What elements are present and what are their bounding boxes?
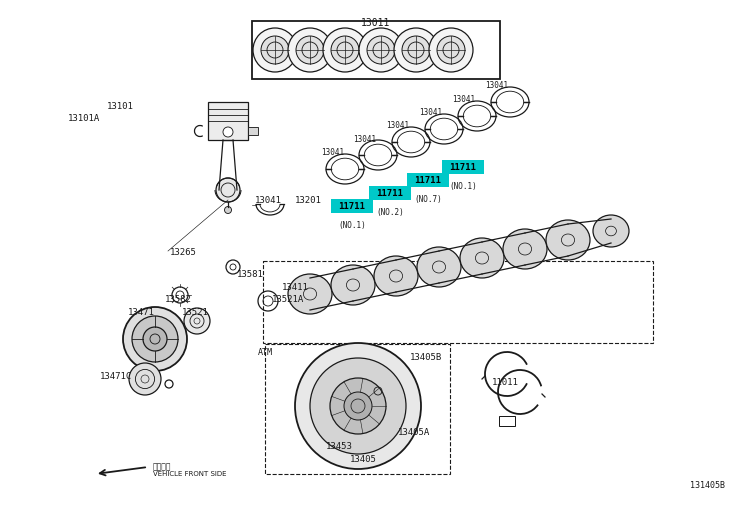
Text: 13101A: 13101A <box>68 114 100 123</box>
Circle shape <box>429 29 473 73</box>
Text: 13011: 13011 <box>362 18 391 28</box>
Text: 13582: 13582 <box>165 294 192 303</box>
Text: 13201: 13201 <box>295 195 322 205</box>
Ellipse shape <box>374 257 418 296</box>
Ellipse shape <box>417 247 461 288</box>
Bar <box>263 262 653 344</box>
Text: 13521: 13521 <box>182 307 209 317</box>
Text: 13405B: 13405B <box>410 352 442 361</box>
Ellipse shape <box>546 220 590 261</box>
Ellipse shape <box>503 230 547 269</box>
Circle shape <box>402 37 430 65</box>
Text: 13041: 13041 <box>353 135 376 144</box>
Text: 13041: 13041 <box>452 95 476 104</box>
Circle shape <box>295 344 421 469</box>
Text: 車辆前方: 車辆前方 <box>153 461 172 470</box>
Text: 13101: 13101 <box>107 102 134 111</box>
Circle shape <box>223 128 233 138</box>
Circle shape <box>261 37 289 65</box>
Circle shape <box>123 307 187 371</box>
Circle shape <box>359 29 403 73</box>
Circle shape <box>184 308 210 334</box>
Text: 13041: 13041 <box>255 195 282 205</box>
Ellipse shape <box>460 239 504 278</box>
Text: 131405B: 131405B <box>690 480 725 489</box>
Bar <box>331 200 373 214</box>
Text: 11711: 11711 <box>338 202 365 211</box>
Text: 13405A: 13405A <box>398 427 430 436</box>
Text: 13041: 13041 <box>419 108 442 117</box>
Text: 13041: 13041 <box>322 148 344 157</box>
Circle shape <box>331 37 359 65</box>
Text: (NO.1): (NO.1) <box>449 182 477 191</box>
Circle shape <box>437 37 465 65</box>
Text: (NO.2): (NO.2) <box>376 208 404 216</box>
Circle shape <box>344 392 372 420</box>
Circle shape <box>216 179 240 203</box>
Circle shape <box>132 317 178 362</box>
Circle shape <box>330 378 386 434</box>
Circle shape <box>367 37 395 65</box>
Text: ATM: ATM <box>258 347 273 356</box>
Ellipse shape <box>331 266 375 305</box>
Text: 13265: 13265 <box>170 247 196 257</box>
Text: 11711: 11711 <box>449 163 476 172</box>
Text: 13521A: 13521A <box>272 294 304 303</box>
Text: 13471C: 13471C <box>100 371 132 380</box>
Text: 13471: 13471 <box>128 307 154 317</box>
Bar <box>248 128 258 136</box>
Circle shape <box>288 29 332 73</box>
Circle shape <box>224 207 232 214</box>
Ellipse shape <box>593 216 629 247</box>
Text: VEHICLE FRONT SIDE: VEHICLE FRONT SIDE <box>153 470 226 476</box>
Circle shape <box>253 29 297 73</box>
Ellipse shape <box>288 274 332 315</box>
Text: 11711: 11711 <box>415 176 442 185</box>
Text: 13581: 13581 <box>237 269 264 278</box>
Text: 11711: 11711 <box>376 189 404 198</box>
Text: 13411: 13411 <box>282 282 309 292</box>
Text: (NO.1): (NO.1) <box>338 220 366 230</box>
Text: 13453: 13453 <box>326 441 352 450</box>
Bar <box>369 187 411 201</box>
Circle shape <box>129 363 161 395</box>
Circle shape <box>394 29 438 73</box>
Circle shape <box>143 327 167 351</box>
Bar <box>442 161 484 175</box>
Text: 13041: 13041 <box>485 81 508 90</box>
Bar <box>265 344 450 474</box>
Circle shape <box>296 37 324 65</box>
Bar <box>208 103 248 140</box>
Text: (NO.7): (NO.7) <box>414 194 442 204</box>
Text: 13405: 13405 <box>350 454 376 463</box>
Circle shape <box>310 358 406 454</box>
Bar <box>252 22 500 80</box>
Text: 11011: 11011 <box>492 377 519 386</box>
Bar <box>499 416 515 426</box>
Bar <box>407 174 449 188</box>
Circle shape <box>323 29 367 73</box>
Text: 13041: 13041 <box>386 121 410 130</box>
